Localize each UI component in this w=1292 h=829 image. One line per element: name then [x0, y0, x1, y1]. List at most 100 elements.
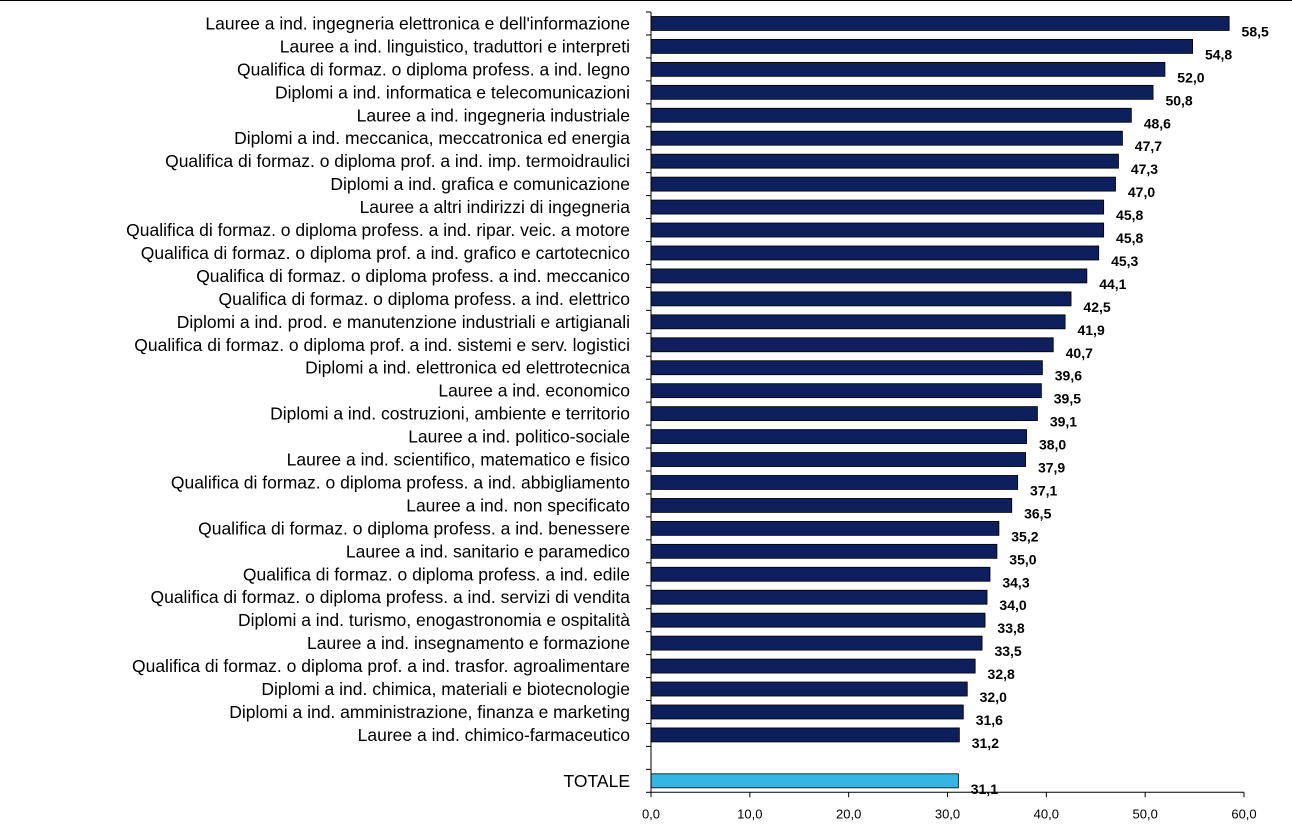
category-label: Lauree a altri indirizzi di ingegneria — [360, 197, 631, 217]
data-label: 54,8 — [1205, 46, 1232, 62]
bar — [650, 130, 1123, 146]
category-label: Qualifica di formaz. o diploma profess. … — [126, 220, 630, 240]
category-label: Lauree a ind. non specificato — [406, 495, 630, 515]
x-tick-label: 20,0 — [836, 806, 861, 821]
bar — [650, 39, 1194, 54]
data-label-total: 31,1 — [971, 781, 998, 797]
data-label: 39,5 — [1054, 391, 1081, 407]
data-label: 39,6 — [1055, 368, 1082, 384]
category-label: Qualifica di formaz. o diploma profess. … — [243, 564, 630, 584]
category-label: Diplomi a ind. amministrazione, finanza … — [229, 702, 630, 722]
x-tick-label: 40,0 — [1034, 806, 1059, 821]
data-label: 34,3 — [1002, 574, 1029, 590]
bar — [650, 704, 964, 720]
category-label: Diplomi a ind. meccanica, meccatronica e… — [234, 128, 630, 148]
category-label: Lauree a ind. politico-sociale — [408, 427, 630, 447]
bar — [650, 566, 991, 582]
bar — [650, 681, 968, 697]
data-label: 35,0 — [1009, 551, 1036, 567]
x-tick-label: 30,0 — [935, 806, 960, 821]
bar — [650, 727, 960, 743]
bar — [650, 543, 998, 559]
category-label: Qualifica di formaz. o diploma profess. … — [171, 472, 630, 492]
category-label: Diplomi a ind. chimica, materiali e biot… — [261, 679, 630, 699]
bar — [650, 360, 1043, 376]
bar — [650, 107, 1132, 123]
x-tick-label: 60,0 — [1231, 806, 1256, 821]
category-label: Diplomi a ind. informatica e telecomunic… — [275, 82, 630, 102]
data-label: 33,5 — [994, 643, 1021, 659]
bar — [650, 383, 1042, 399]
category-label: Lauree a ind. scientifico, matematico e … — [287, 450, 630, 470]
category-label: Lauree a ind. economico — [438, 381, 630, 401]
bar — [650, 498, 1013, 513]
category-label: Qualifica di formaz. o diploma prof. a i… — [134, 335, 630, 355]
data-label: 52,0 — [1177, 69, 1204, 85]
category-labels-layer: Lauree a ind. ingegneria elettronica e d… — [126, 13, 630, 790]
bar — [650, 61, 1166, 77]
data-label: 47,7 — [1135, 138, 1162, 154]
bar — [650, 268, 1088, 284]
data-label: 40,7 — [1066, 345, 1093, 361]
category-label: Diplomi a ind. elettronica ed elettrotec… — [305, 358, 630, 378]
category-label: Lauree a ind. ingegneria industriale — [357, 105, 630, 125]
data-label: 38,0 — [1039, 437, 1066, 453]
value-labels-layer: 58,5 54,852,0 50,8 48,6 47,7 47,3 47,0 45,8 45,8… — [971, 23, 1269, 796]
category-label: Qualifica di formaz. o diploma prof. a i… — [165, 151, 630, 171]
bar — [650, 429, 1027, 444]
data-label: 45,8 — [1116, 230, 1143, 246]
category-label: Diplomi a ind. costruzioni, ambiente e t… — [270, 404, 630, 424]
data-label: 37,9 — [1038, 460, 1065, 476]
bar — [650, 291, 1072, 307]
data-label: 31,2 — [972, 735, 999, 751]
data-label: 39,1 — [1050, 414, 1077, 430]
data-label: 32,8 — [988, 666, 1015, 682]
category-label-total: TOTALE — [564, 771, 630, 791]
data-label: 37,1 — [1030, 482, 1057, 498]
bar — [650, 406, 1038, 422]
bar — [650, 635, 983, 651]
bar-total — [650, 773, 959, 789]
category-label: Diplomi a ind. prod. e manutenzione indu… — [177, 312, 630, 332]
category-label: Diplomi a ind. turismo, enogastronomia e… — [238, 610, 630, 630]
data-label: 47,0 — [1128, 184, 1155, 200]
category-label: Qualifica di formaz. o diploma prof. a i… — [141, 243, 630, 263]
category-label: Qualifica di formaz. o diploma profess. … — [237, 59, 630, 79]
category-label: Lauree a ind. chimico-farmaceutico — [358, 725, 630, 745]
bar — [650, 84, 1154, 100]
bar — [650, 658, 976, 674]
bar — [650, 520, 1000, 536]
data-label: 36,5 — [1024, 505, 1051, 521]
category-label: Qualifica di formaz. o diploma profess. … — [196, 266, 630, 286]
data-label: 41,9 — [1077, 322, 1104, 338]
x-tick-label: 10,0 — [737, 806, 762, 821]
category-label: Qualifica di formaz. o diploma profess. … — [198, 518, 630, 538]
data-label: 44,1 — [1099, 276, 1126, 292]
bar — [650, 612, 986, 628]
x-tick-label: 50,0 — [1133, 806, 1158, 821]
category-label: Qualifica di formaz. o diploma profess. … — [219, 289, 630, 309]
data-label: 45,8 — [1116, 207, 1143, 223]
category-label: Qualifica di formaz. o diploma profess. … — [150, 587, 630, 607]
data-label: 42,5 — [1083, 299, 1110, 315]
data-label: 35,2 — [1011, 528, 1038, 544]
data-label: 34,0 — [999, 597, 1026, 613]
data-label: 32,0 — [980, 689, 1007, 705]
data-label: 33,8 — [997, 620, 1024, 636]
bar — [650, 222, 1105, 238]
x-axis: 0,0 10,0 20,0 30,0 40,0 50,0 60,0 — [642, 11, 1257, 821]
category-label: Qualifica di formaz. o diploma prof. a i… — [132, 656, 630, 676]
bar — [650, 475, 1019, 490]
bars-layer — [650, 16, 1230, 789]
bar — [650, 245, 1100, 261]
x-tick-label: 0,0 — [642, 806, 660, 821]
bar — [650, 314, 1066, 330]
bar — [650, 176, 1116, 192]
bar — [650, 452, 1026, 467]
data-label: 48,6 — [1144, 115, 1171, 131]
data-label: 47,3 — [1131, 161, 1158, 177]
bar — [650, 337, 1054, 353]
category-label: Lauree a ind. linguistico, traduttori e … — [280, 36, 630, 56]
category-label: Diplomi a ind. grafica e comunicazione — [330, 174, 630, 194]
